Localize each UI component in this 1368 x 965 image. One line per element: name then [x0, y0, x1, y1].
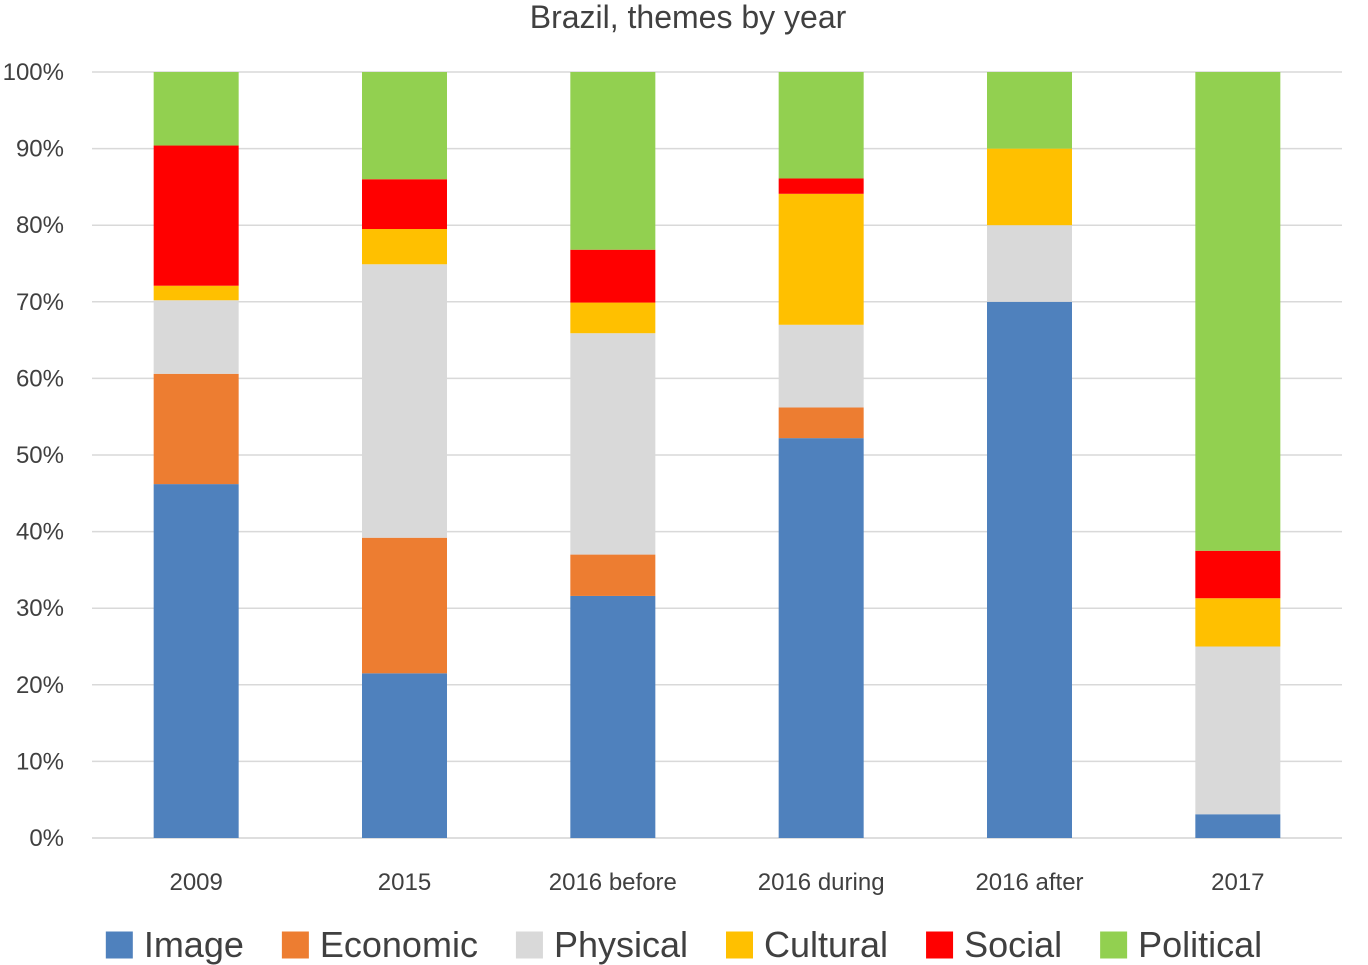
bar-segment-cultural: 2015 – Cultural: 4.6%	[362, 229, 447, 265]
bar-segment-cultural: 2017 – Cultural: 6.3%	[1195, 598, 1281, 647]
legend-item-image[interactable]: Image	[105, 924, 244, 965]
bar-segment-physical: 2016 during – Physical: 10.8%	[778, 324, 864, 408]
y-tick-label: 40%	[16, 519, 64, 546]
bar-segment-cultural: 2016 before – Cultural: 4%	[570, 302, 656, 334]
bar-stack: 2016 before – Image: 31.6%2016 before – …	[570, 72, 656, 838]
bar-segment-physical: 2016 before – Physical: 28.9%	[570, 333, 656, 555]
legend-swatch	[726, 931, 753, 959]
legend-item-cultural[interactable]: Cultural	[726, 924, 888, 965]
y-tick-label: 10%	[16, 748, 64, 775]
bar-segment-image: 2016 during – Image: 52.2%	[778, 438, 864, 838]
legend-label: Political	[1138, 924, 1262, 965]
bar-segment-social: 2016 before – Social: 6.9%	[570, 249, 656, 303]
bar-segment-political: 2009 – Political: 9.6%	[153, 72, 239, 146]
bar-segment-image: 2016 after – Image: 70%	[987, 301, 1072, 838]
bar-stack: 2015 – Image: 21.5%2015 – Economic: 17.7…	[362, 72, 447, 838]
y-tick-label: 90%	[16, 136, 64, 163]
x-tick-label: 2009	[169, 869, 222, 896]
x-tick-label: 2016 during	[758, 869, 885, 896]
bars: 2009 – Image: 46.2%2009 – Economic: 14.4…	[153, 72, 1281, 838]
bar-segment-image: 2009 – Image: 46.2%	[153, 484, 239, 838]
bar-stack: 2016 during – Image: 52.2%2016 during – …	[778, 72, 864, 838]
bar-segment-image: 2016 before – Image: 31.6%	[570, 595, 656, 838]
bar-stack: 2016 after – Image: 70%2016 after – Phys…	[987, 72, 1072, 838]
legend-swatch	[926, 931, 954, 959]
bar-segment-social: 2016 during – Social: 2%	[778, 178, 864, 194]
y-tick-label: 60%	[16, 365, 64, 392]
y-tick-label: 70%	[16, 289, 64, 316]
bar-segment-cultural: 2016 during – Cultural: 17.1%	[778, 193, 864, 325]
bar-segment-political: 2016 before – Political: 23.2%	[570, 72, 656, 250]
bar-segment-political: 2015 – Political: 14%	[362, 72, 447, 180]
bar-segment-political: 2017 – Political: 62.5%	[1195, 72, 1281, 551]
x-tick-label: 2015	[378, 869, 431, 896]
bar-segment-physical: 2017 – Physical: 21.9%	[1195, 646, 1281, 815]
bar-segment-cultural: 2009 – Cultural: 1.9%	[153, 285, 239, 301]
bar-segment-political: 2016 after – Political: 10%	[987, 72, 1072, 149]
y-tick-label: 80%	[16, 212, 64, 239]
legend-item-social[interactable]: Social	[926, 924, 1062, 965]
bar-segment-physical: 2016 after – Physical: 10%	[987, 225, 1072, 302]
bar-stack: 2017 – Image: 3.1%2017 – Physical: 21.9%…	[1195, 72, 1281, 838]
y-tick-label: 0%	[29, 825, 64, 852]
legend[interactable]: Image Economic Physical Cultural Social Polit…	[105, 924, 1262, 965]
bar-segment-physical: 2015 – Physical: 35.7%	[362, 264, 447, 538]
legend-label: Image	[144, 924, 244, 965]
y-tick-label: 20%	[16, 672, 64, 699]
bar-segment-economic: 2009 – Economic: 14.4%	[153, 373, 239, 485]
bar-segment-social: 2015 – Social: 6.5%	[362, 179, 447, 230]
x-tick-label: 2017	[1211, 869, 1264, 896]
bar-segment-economic: 2016 before – Economic: 5.4%	[570, 554, 656, 596]
legend-swatch	[1100, 931, 1128, 959]
x-axis-tick-labels: 2009 2015 2016 before 2016 during 2016 after…	[169, 869, 1264, 896]
y-axis-tick-labels: 0% 10% 20% 30% 40% 50% 60% 70% 80% 90% 100%	[3, 59, 64, 852]
bar-segment-cultural: 2016 after – Cultural: 10%	[987, 148, 1072, 226]
bar-segment-economic: 2016 during – Economic: 4%	[778, 407, 864, 439]
legend-label: Physical	[554, 924, 688, 965]
legend-item-political[interactable]: Political	[1100, 924, 1262, 965]
legend-label: Social	[964, 924, 1062, 965]
bar-segment-physical: 2009 – Physical: 9.6%	[153, 300, 239, 374]
bar-segment-economic: 2015 – Economic: 17.7%	[362, 537, 447, 674]
legend-swatch	[281, 931, 309, 959]
gridlines	[92, 71, 1342, 839]
bar-segment-image: 2017 – Image: 3.1%	[1195, 814, 1281, 838]
legend-swatch	[105, 931, 133, 959]
legend-label: Economic	[320, 924, 478, 965]
legend-item-physical[interactable]: Physical	[515, 924, 688, 965]
x-tick-label: 2016 after	[975, 869, 1083, 896]
bar-segment-social: 2009 – Social: 18.3%	[153, 145, 239, 286]
legend-swatch	[515, 931, 543, 959]
legend-label: Cultural	[764, 924, 888, 965]
legend-item-economic[interactable]: Economic	[281, 924, 478, 965]
y-tick-label: 100%	[3, 59, 64, 86]
bar-segment-social: 2017 – Social: 6.2%	[1195, 550, 1281, 599]
y-tick-label: 50%	[16, 442, 64, 469]
y-tick-label: 30%	[16, 595, 64, 622]
bar-segment-image: 2015 – Image: 21.5%	[362, 673, 447, 838]
x-tick-label: 2016 before	[549, 869, 677, 896]
bar-stack: 2009 – Image: 46.2%2009 – Economic: 14.4…	[153, 72, 239, 838]
chart-title: Brazil, themes by year	[530, 0, 847, 35]
bar-segment-political: 2016 during – Political: 13.9%	[778, 72, 864, 179]
